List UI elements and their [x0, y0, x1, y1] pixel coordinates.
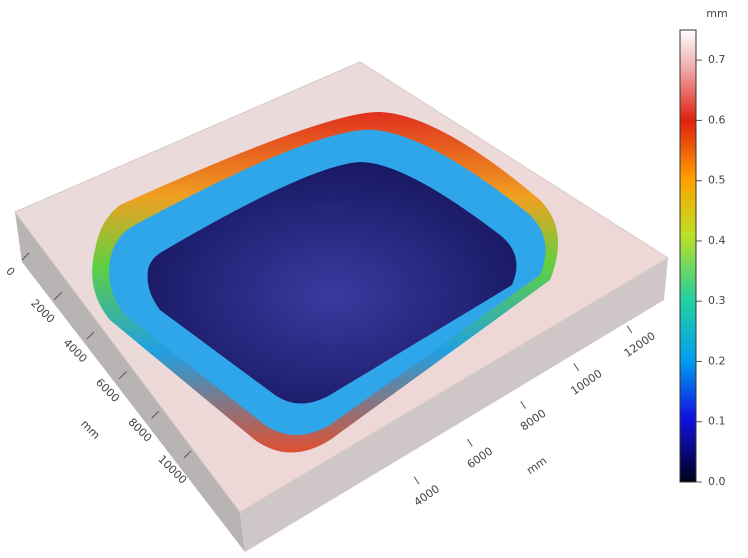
colorbar-tick-label: 0.3 — [708, 294, 726, 307]
xaxis-tick — [21, 252, 30, 261]
yaxis-tick — [520, 401, 526, 409]
colorbar-tick-label: 0.4 — [708, 234, 726, 247]
xaxis-tick — [151, 410, 160, 419]
x-axis-label: mm — [78, 417, 102, 441]
colorbar-tick-label: 0.2 — [708, 354, 726, 367]
colorbar-tick-label: 0.6 — [708, 113, 726, 126]
colorbar-tick-label: 0.7 — [708, 53, 726, 66]
xaxis-tick — [54, 292, 62, 300]
yaxis-tick-label: 8000 — [518, 407, 548, 434]
yaxis-tick-label: 4000 — [412, 482, 442, 509]
xaxis-tick-label: 0 — [3, 265, 17, 279]
xaxis-tick — [118, 371, 127, 380]
colorbar-tick-label: 0.1 — [708, 415, 726, 428]
yaxis-tick-label: 6000 — [465, 444, 495, 471]
xaxis-tick — [86, 331, 95, 340]
colorbar-tick-label: 0.5 — [708, 174, 726, 187]
yaxis-tick-label: 12000 — [622, 329, 658, 360]
yaxis-tick — [573, 363, 580, 372]
yaxis-tick — [413, 476, 420, 485]
surface — [14, 61, 669, 552]
xaxis-tick — [183, 450, 192, 459]
colorbar — [679, 29, 697, 483]
y-axis-label: mm — [524, 454, 549, 477]
yaxis-tick — [626, 325, 633, 334]
colorbar-unit: mm — [706, 7, 727, 20]
yaxis-tick — [467, 438, 473, 447]
yaxis-tick-label: 10000 — [568, 367, 604, 398]
colorbar-tick-label: 0.0 — [708, 475, 726, 488]
